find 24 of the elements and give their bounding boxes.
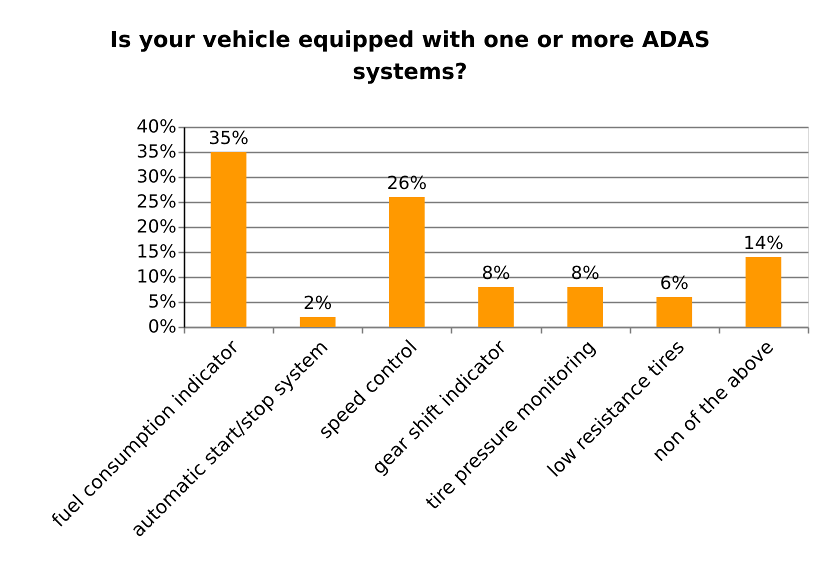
data-label: 26% [386, 173, 427, 194]
y-tick-label: 20% [136, 216, 176, 238]
data-label: 14% [743, 233, 784, 254]
data-label: 8% [570, 263, 600, 284]
data-label: 35% [208, 128, 249, 149]
bar [300, 317, 336, 327]
data-label: 6% [660, 273, 689, 294]
chart-title: Is your vehicle equipped with one or more ADAS systems? [110, 28, 710, 85]
bar [656, 297, 692, 327]
bar [210, 152, 246, 327]
bar [567, 287, 603, 327]
bar [746, 257, 782, 327]
y-tick-label: 25% [136, 192, 176, 212]
data-label: 2% [303, 293, 332, 314]
y-tick-label: 5% [148, 292, 176, 312]
y-tick-label: 10% [136, 266, 176, 288]
y-tick-label: 0% [148, 316, 176, 338]
y-tick-label: 30% [136, 166, 176, 188]
bar [389, 197, 425, 327]
bar [478, 287, 514, 327]
y-tick-label: 15% [136, 242, 176, 262]
y-tick-label: 35% [136, 142, 176, 162]
y-tick-label: 40% [136, 116, 176, 138]
data-label: 8% [482, 263, 510, 284]
